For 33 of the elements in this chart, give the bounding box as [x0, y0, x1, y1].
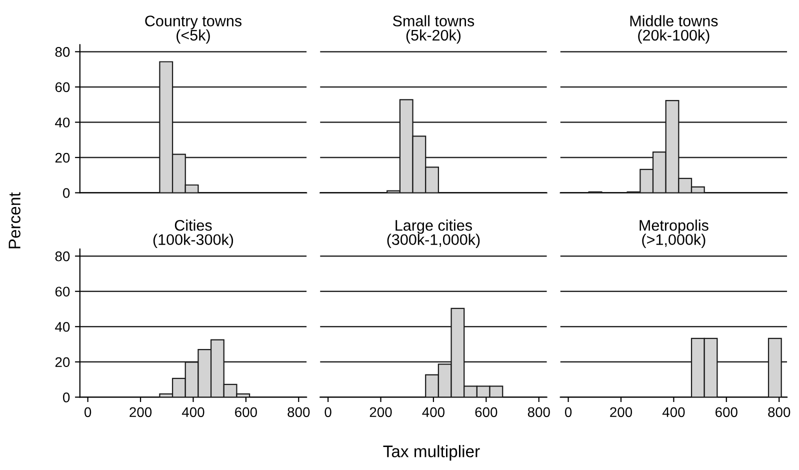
y-axis-title: Percent: [8, 192, 20, 248]
y-tick-label: 0: [62, 188, 70, 198]
x-tick-label: 800: [528, 407, 550, 418]
x-tick-label: 800: [768, 407, 790, 418]
x-axis-title: Tax multiplier: [383, 445, 480, 461]
y-tick-label: 20: [55, 357, 70, 368]
y-tick-label: 80: [55, 47, 70, 57]
chart-title: Cities (100k-300k): [153, 220, 234, 248]
y-tick-label: 0: [62, 392, 70, 402]
chart-title: Metropolis (>1,000k): [640, 220, 708, 248]
x-tick-label: 600: [475, 407, 498, 418]
x-tick-label: 400: [422, 407, 444, 418]
y-tick-label: 40: [55, 118, 70, 128]
x-tick-label: 200: [610, 407, 632, 418]
x-tick-label: 800: [288, 407, 310, 418]
x-tick-label: 200: [130, 407, 152, 418]
x-tick-label: 600: [716, 407, 738, 418]
chart-title: Small towns (5k-20k): [392, 15, 474, 44]
chart-title: Middle towns (20k-100k): [630, 15, 718, 44]
chart-title: Country towns (<5k): [145, 16, 242, 44]
y-tick-label: 20: [55, 152, 70, 163]
x-tick-label: 0: [324, 407, 332, 418]
y-tick-label: 80: [55, 251, 70, 262]
x-tick-label: 0: [564, 407, 572, 418]
x-tick-label: 400: [182, 407, 204, 418]
x-tick-label: 600: [235, 407, 257, 418]
x-tick-label: 200: [370, 407, 392, 418]
chart-title: Large cities (300k-1,000k): [387, 220, 480, 248]
x-tick-label: 400: [662, 407, 685, 418]
y-tick-label: 40: [55, 322, 70, 332]
y-tick-label: 60: [55, 82, 70, 92]
x-tick-label: 0: [84, 407, 92, 418]
y-tick-label: 60: [55, 286, 70, 297]
